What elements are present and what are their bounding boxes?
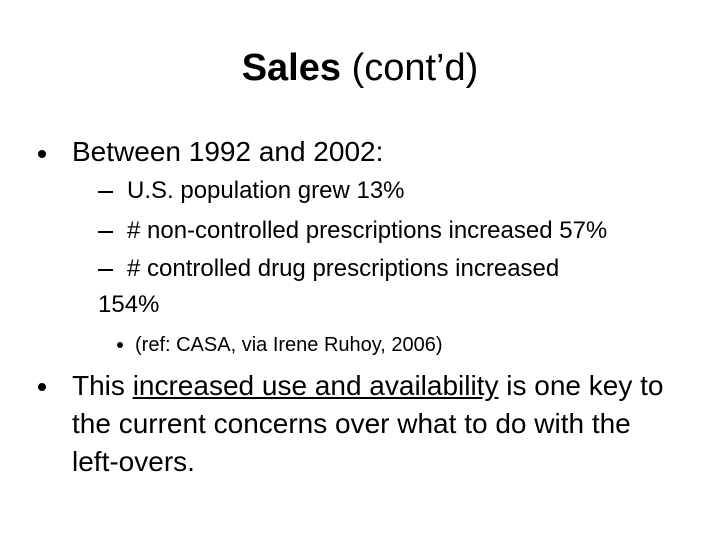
text-after: is one key to the current concerns over … [72,370,664,477]
sub-item: # non-controlled prescriptions increased… [98,211,607,251]
dash [98,230,113,233]
sub-item-text: # controlled drug prescriptions increase… [98,255,560,318]
bullet-dot [117,342,123,348]
text-before: This [72,370,125,401]
dash [98,268,113,271]
dash [98,190,113,193]
title-rest: (cont’d) [351,47,479,89]
underlined-text: increased use and availability [132,370,499,401]
sub-item-text: # non-controlled prescriptions increased… [127,217,608,244]
sub-item: # controlled drug prescriptions increase… [98,251,613,323]
title-bold: Sales [241,47,342,89]
sub-item: U.S. population grew 13% [98,171,405,211]
reference-text: (ref: CASA, via Irene Ruhoy, 2006) [135,334,443,356]
bullet-dot [38,150,46,158]
bullet-dot [38,383,46,391]
sub-item-text: U.S. population grew 13% [127,177,405,204]
bullet-text: This increased use and availability is o… [72,367,664,481]
slide-title: Sales (cont’d) [0,44,720,92]
bullet-text: Between 1992 and 2002: [72,136,384,167]
